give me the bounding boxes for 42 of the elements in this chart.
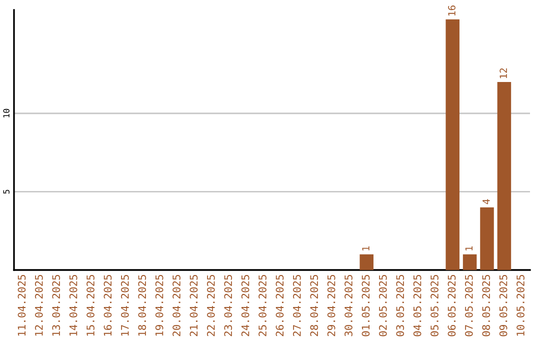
x-tick-label: 20.04.2025	[172, 275, 180, 336]
data-label: 1	[465, 246, 473, 250]
x-tick-label: 27.04.2025	[292, 275, 301, 336]
x-tick-label: 11.04.2025	[18, 275, 26, 336]
bar	[360, 254, 374, 270]
x-tick-label: 04.05.2025	[413, 275, 422, 336]
x-tick-label: 13.04.2025	[52, 275, 60, 336]
x-tick-label: 14.04.2025	[69, 275, 78, 336]
x-tick-label: 06.05.2025	[448, 275, 456, 336]
x-tick-label: 09.05.2025	[499, 275, 508, 336]
x-tick-label: 22.04.2025	[206, 275, 215, 336]
bar	[462, 254, 477, 270]
x-tick-label: 15.04.2025	[86, 275, 94, 336]
x-tick-label: 23.04.2025	[224, 275, 232, 336]
y-tick-label: 10	[3, 108, 10, 118]
bar	[480, 207, 494, 270]
x-tick-label: 05.05.2025	[430, 275, 438, 336]
x-tick-label: 30.04.2025	[344, 275, 352, 336]
data-label: 12	[500, 68, 507, 78]
x-tick-label: 26.04.2025	[276, 275, 284, 336]
x-tick-label: 21.04.2025	[190, 275, 198, 336]
x-tick-label: 01.05.2025	[362, 275, 370, 336]
x-tick-label: 29.04.2025	[327, 275, 336, 336]
x-tick-label: 25.04.2025	[258, 275, 266, 336]
x-tick-label: 12.04.2025	[34, 275, 43, 336]
data-label: 4	[482, 199, 490, 204]
x-tick-label: 28.04.2025	[310, 275, 318, 336]
x-tick-label: 19.04.2025	[155, 275, 164, 336]
x-tick-label: 17.04.2025	[120, 275, 129, 336]
x-tick-label: 02.05.2025	[378, 275, 387, 336]
bar	[497, 82, 512, 270]
data-label: 1	[362, 246, 370, 250]
x-tick-label: 24.04.2025	[241, 275, 250, 336]
x-tick-label: 16.04.2025	[104, 275, 112, 336]
data-label: 16	[448, 6, 456, 16]
bar	[446, 19, 460, 270]
y-tick-label: 5	[3, 190, 10, 194]
x-tick-label: 18.04.2025	[138, 275, 146, 336]
x-tick-label: 08.05.2025	[482, 275, 490, 336]
x-tick-label: 10.05.2025	[516, 275, 524, 336]
x-tick-label: 03.05.2025	[396, 275, 404, 336]
x-tick-label: 07.05.2025	[464, 275, 473, 336]
